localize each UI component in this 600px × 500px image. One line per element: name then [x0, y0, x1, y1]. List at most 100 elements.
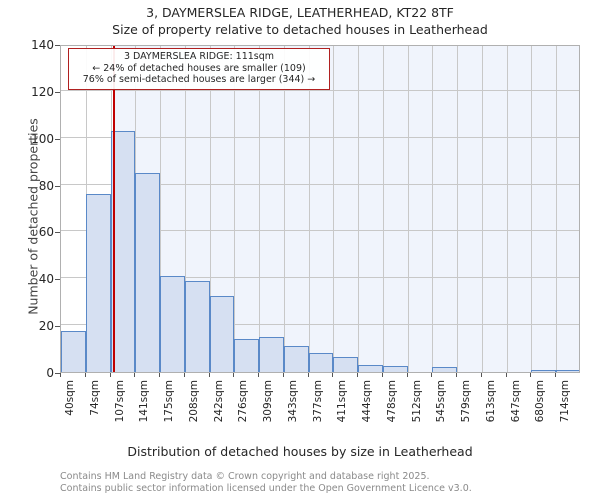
x-axis-tick-label: 208sqm	[187, 380, 200, 423]
x-axis-tick-label: 579sqm	[460, 380, 473, 423]
x-axis-label: Distribution of detached houses by size …	[127, 444, 473, 459]
histogram-bar	[209, 295, 235, 372]
gridline-vertical	[382, 46, 384, 372]
x-axis-tick-mark	[208, 373, 210, 377]
x-axis-tick-label: 647sqm	[509, 380, 522, 423]
x-axis-tick-mark	[258, 373, 260, 377]
histogram-bar	[61, 331, 86, 372]
gridline-horizontal	[61, 136, 579, 138]
x-axis-tick-label: 242sqm	[212, 380, 225, 423]
y-axis-tick-label: 80	[38, 178, 54, 193]
page-subtitle: Size of property relative to detached ho…	[112, 22, 488, 37]
histogram-bar	[234, 339, 260, 372]
histogram-bar	[358, 364, 383, 372]
x-axis-tick-mark	[555, 373, 557, 377]
x-axis-tick-mark	[183, 373, 185, 377]
histogram-bar	[382, 366, 408, 372]
property-size-marker-line	[113, 46, 116, 372]
y-axis-tick-mark	[55, 185, 60, 187]
histogram-bar	[160, 275, 185, 372]
gridline-vertical	[506, 46, 508, 372]
histogram-bar	[308, 353, 334, 372]
gridline-vertical	[407, 46, 409, 372]
x-axis-tick-label: 175sqm	[163, 380, 176, 423]
x-axis-tick-label: 411sqm	[336, 380, 349, 423]
y-axis-tick-label: 0	[46, 366, 54, 380]
x-axis-tick-label: 545sqm	[435, 380, 448, 423]
gridline-horizontal	[61, 324, 579, 326]
histogram-bar	[432, 367, 458, 372]
x-axis-tick-label: 309sqm	[262, 380, 275, 423]
gridline-vertical	[432, 46, 434, 372]
y-axis-tick-label: 60	[38, 225, 54, 240]
histogram-bar	[85, 193, 111, 372]
x-axis-tick-mark	[282, 373, 284, 377]
x-axis-tick-label: 444sqm	[361, 380, 374, 423]
x-axis-tick-mark	[159, 373, 161, 377]
gridline-vertical	[531, 46, 533, 372]
gridline-vertical	[234, 46, 236, 372]
gridline-horizontal	[61, 89, 579, 91]
y-axis-tick-mark	[55, 373, 60, 374]
y-axis-tick-mark	[55, 45, 60, 46]
gridline-vertical	[259, 46, 261, 372]
gridline-vertical	[160, 46, 162, 372]
histogram-bar	[135, 172, 161, 372]
annotation-line-larger: 76% of semi-detached houses are larger (…	[82, 74, 316, 85]
gridline-vertical	[481, 46, 483, 372]
x-axis-tick-mark	[332, 373, 334, 377]
y-axis-tick-label: 140	[31, 38, 54, 52]
chart-title-block: 3, DAYMERSLEA RIDGE, LEATHERHEAD, KT22 8…	[0, 4, 600, 38]
gridline-vertical	[333, 46, 335, 372]
footer-line-2: Contains public sector information licen…	[60, 482, 472, 494]
y-axis-tick-label: 20	[38, 319, 54, 334]
property-annotation-box: 3 DAYMERSLEA RIDGE: 111sqm ← 24% of deta…	[68, 48, 330, 90]
x-axis-tick-label: 714sqm	[559, 380, 572, 423]
x-axis-tick-mark	[480, 373, 482, 377]
y-axis-tick-mark	[55, 279, 60, 281]
histogram-bar	[259, 336, 284, 372]
x-axis-tick-label: 107sqm	[113, 380, 126, 423]
gridline-horizontal	[61, 183, 579, 185]
x-axis-tick-label: 377sqm	[311, 380, 324, 423]
annotation-line-smaller: ← 24% of detached houses are smaller (10…	[92, 62, 306, 74]
histogram-bar	[283, 346, 309, 372]
gridline-vertical	[358, 46, 360, 372]
page-title: 3, DAYMERSLEA RIDGE, LEATHERHEAD, KT22 8…	[146, 5, 454, 20]
x-axis-tick-label: 680sqm	[534, 380, 547, 423]
gridline-vertical	[283, 46, 285, 372]
y-axis-label: Number of detached properties	[25, 118, 41, 315]
histogram-bar	[184, 280, 210, 372]
footer-line-1: Contains HM Land Registry data © Crown c…	[60, 471, 430, 482]
x-axis-tick-mark	[134, 373, 136, 377]
x-axis-tick-label: 512sqm	[410, 380, 423, 423]
x-axis-tick-label: 613sqm	[484, 380, 497, 423]
gridline-vertical	[184, 46, 186, 372]
histogram-bar	[556, 369, 579, 372]
x-axis-tick-mark	[357, 373, 359, 377]
x-axis-tick-label: 478sqm	[385, 380, 398, 423]
gridline-vertical	[308, 46, 310, 372]
y-axis-tick-mark	[55, 91, 60, 93]
gridline-vertical	[457, 46, 459, 372]
histogram-bar	[333, 356, 359, 372]
gridline-vertical	[556, 46, 558, 372]
annotation-line-property: 3 DAYMERSLEA RIDGE: 111sqm	[123, 51, 275, 62]
x-axis-tick-label: 74sqm	[88, 380, 101, 416]
x-axis-tick-mark	[406, 373, 408, 377]
x-axis-tick-mark	[307, 373, 309, 377]
gridline-horizontal	[61, 230, 579, 232]
y-axis-tick-label: 100	[31, 131, 54, 146]
x-axis-tick-mark	[233, 373, 235, 377]
footer-attribution: Contains HM Land Registry data © Crown c…	[60, 471, 580, 494]
histogram-bar	[531, 369, 557, 372]
x-axis-tick-mark	[381, 373, 383, 377]
gridline-vertical	[209, 46, 211, 372]
x-axis-tick-label: 141sqm	[138, 380, 151, 423]
x-axis-tick-label: 276sqm	[237, 380, 250, 423]
y-axis-tick-mark	[55, 326, 60, 328]
x-axis-tick-mark	[431, 373, 433, 377]
x-axis-tick-mark	[84, 373, 86, 377]
gridline-horizontal	[61, 277, 579, 279]
